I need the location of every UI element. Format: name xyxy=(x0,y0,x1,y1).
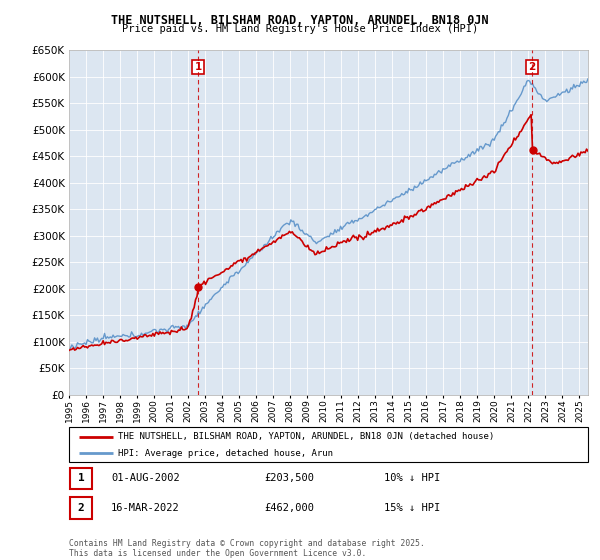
Text: 1: 1 xyxy=(77,473,85,483)
Text: 2: 2 xyxy=(529,62,536,72)
Text: THE NUTSHELL, BILSHAM ROAD, YAPTON, ARUNDEL, BN18 0JN: THE NUTSHELL, BILSHAM ROAD, YAPTON, ARUN… xyxy=(111,14,489,27)
Text: 2: 2 xyxy=(77,503,85,513)
Text: HPI: Average price, detached house, Arun: HPI: Average price, detached house, Arun xyxy=(118,449,334,458)
Text: £203,500: £203,500 xyxy=(264,473,314,483)
Text: 10% ↓ HPI: 10% ↓ HPI xyxy=(384,473,440,483)
Text: THE NUTSHELL, BILSHAM ROAD, YAPTON, ARUNDEL, BN18 0JN (detached house): THE NUTSHELL, BILSHAM ROAD, YAPTON, ARUN… xyxy=(118,432,494,441)
Text: 16-MAR-2022: 16-MAR-2022 xyxy=(111,503,180,513)
Text: Price paid vs. HM Land Registry's House Price Index (HPI): Price paid vs. HM Land Registry's House … xyxy=(122,24,478,34)
Text: Contains HM Land Registry data © Crown copyright and database right 2025.
This d: Contains HM Land Registry data © Crown c… xyxy=(69,539,425,558)
Text: 15% ↓ HPI: 15% ↓ HPI xyxy=(384,503,440,513)
FancyBboxPatch shape xyxy=(70,497,92,519)
FancyBboxPatch shape xyxy=(69,427,588,462)
Text: 1: 1 xyxy=(194,62,202,72)
FancyBboxPatch shape xyxy=(70,468,92,489)
Text: £462,000: £462,000 xyxy=(264,503,314,513)
Text: 01-AUG-2002: 01-AUG-2002 xyxy=(111,473,180,483)
